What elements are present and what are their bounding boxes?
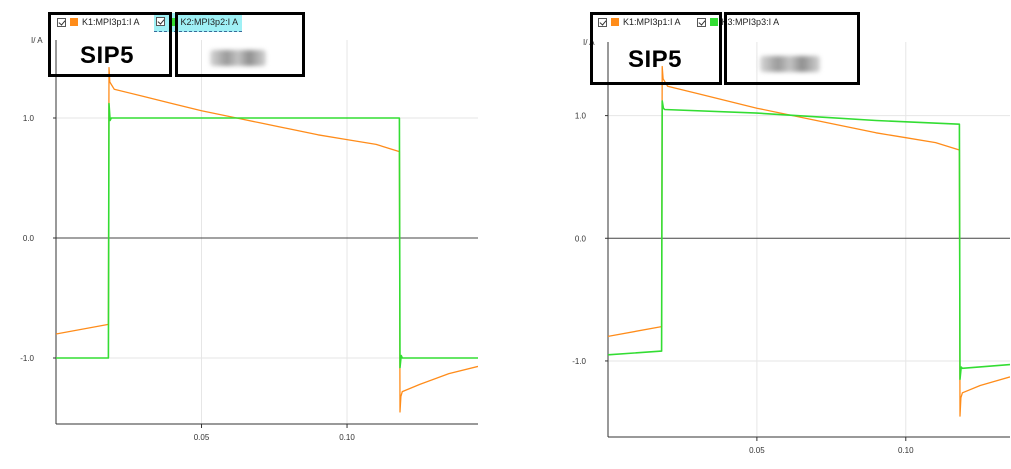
legend-item-k3-right[interactable]: K3:MPI3p3:I A xyxy=(695,13,784,31)
legend-right: K1:MPI3p1:I A K3:MPI3p3:I A xyxy=(596,12,783,32)
legend-item-k1-left[interactable]: K1:MPI3p1:I A xyxy=(55,13,144,31)
series-swatch-k2-left xyxy=(168,17,177,26)
y-tick-label: 1.0 xyxy=(575,112,587,121)
checkbox-icon[interactable] xyxy=(57,17,66,27)
y-tick-label: 0.0 xyxy=(23,234,35,243)
legend-label-k1-left: K1:MPI3p1:I A xyxy=(82,17,140,27)
series-line-secondary xyxy=(608,100,1010,381)
legend-label-k3-right: K3:MPI3p3:I A xyxy=(721,17,780,27)
y-axis-label: I/ A xyxy=(583,38,595,47)
x-tick-label: 0.10 xyxy=(339,433,355,442)
redacted-device-label-left xyxy=(210,50,266,66)
checkbox-icon[interactable] xyxy=(598,17,607,27)
plot-area-left: 1.0 0.0 -1.0 0.05 0.10 I/ A xyxy=(20,36,478,442)
series-swatch-k1-left xyxy=(70,18,78,26)
device-label-sip5-left: SIP5 xyxy=(80,42,135,69)
x-tick-label: 0.05 xyxy=(749,446,765,455)
series-line-k1 xyxy=(56,66,478,413)
checkbox-icon[interactable] xyxy=(696,17,706,27)
x-tick-label: 0.05 xyxy=(194,433,210,442)
y-axis-label: I/ A xyxy=(31,36,43,45)
sip5-label-box-right xyxy=(590,12,722,85)
legend-label-k1-right: K1:MPI3p1:I A xyxy=(623,17,681,27)
redacted-label-box-right xyxy=(724,12,860,85)
series-swatch-k3-right xyxy=(709,18,718,26)
series-line-secondary xyxy=(56,102,478,369)
x-tick-label: 0.10 xyxy=(898,446,914,455)
legend-label-k2-left: K2:MPI3p2:I A xyxy=(180,16,239,27)
plot-area-right: 1.0 0.0 -1.0 0.05 0.10 I/ A xyxy=(572,38,1010,455)
redacted-device-label-right xyxy=(760,56,820,72)
y-tick-label: -1.0 xyxy=(20,354,34,363)
series-swatch-k1-right xyxy=(611,18,619,26)
legend-item-k1-right[interactable]: K1:MPI3p1:I A xyxy=(596,13,685,31)
chart-panel-left: 1.0 0.0 -1.0 0.05 0.10 I/ A K1:MPI3p1:I A K2:… xyxy=(0,0,480,469)
y-tick-label: 1.0 xyxy=(23,114,35,123)
checkbox-icon[interactable] xyxy=(155,17,165,26)
y-tick-label: -1.0 xyxy=(572,357,586,366)
device-label-sip5-right: SIP5 xyxy=(628,46,683,73)
chart-panel-right: 1.0 0.0 -1.0 0.05 0.10 I/ A K1:MPI3p1:I A K3:… xyxy=(550,0,1011,469)
sip5-label-box-left xyxy=(48,12,172,77)
redacted-label-box-left xyxy=(175,12,305,77)
y-tick-label: 0.0 xyxy=(575,234,587,243)
series-line-k1 xyxy=(608,65,1010,417)
